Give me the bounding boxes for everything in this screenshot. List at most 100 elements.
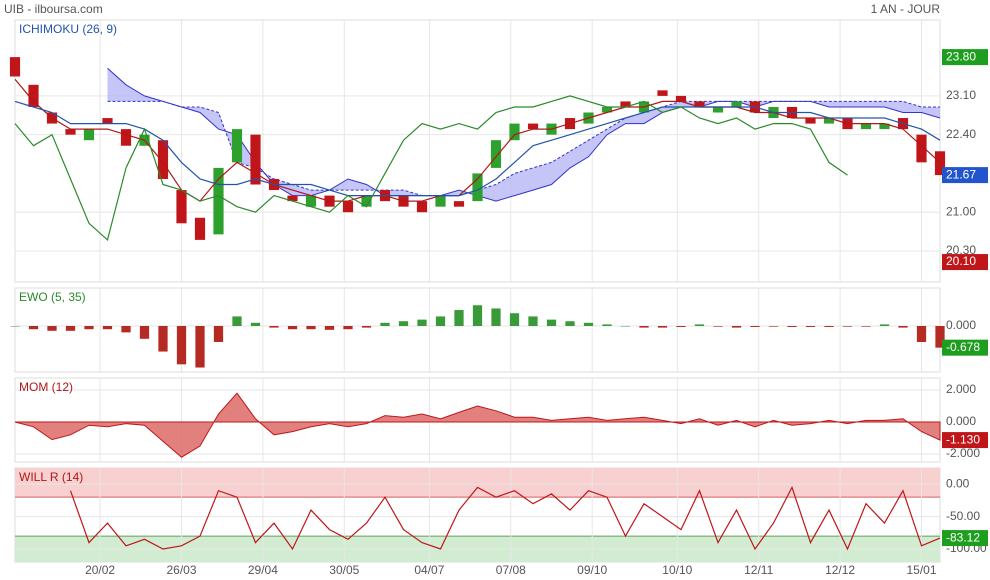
candle-body: [9, 57, 21, 77]
bar: [491, 308, 501, 327]
candle-body: [916, 134, 927, 163]
bar: [731, 326, 742, 328]
bar: [232, 316, 242, 327]
bar: [546, 319, 557, 327]
candle-body: [823, 118, 835, 124]
panel-frame: [14, 287, 941, 373]
bar: [417, 319, 427, 327]
bar: [65, 326, 76, 331]
value-badge-label: 21.67: [946, 167, 976, 181]
panel: 0.000 EWO (5, 35) -0.678: [10, 287, 988, 373]
value-badge-label: 23.80: [946, 49, 976, 63]
y-tick-label: 0.000: [946, 414, 976, 428]
y-tick-label: 2.000: [946, 382, 976, 396]
y-tick-label: 23.10: [946, 88, 976, 102]
value-badge-label: -0.678: [946, 340, 980, 354]
bar: [916, 326, 927, 342]
candle-body: [527, 123, 539, 130]
bar: [935, 326, 945, 348]
panel-frame: [14, 19, 941, 283]
bar: [583, 322, 594, 327]
candle-body: [934, 151, 946, 176]
bar: [602, 324, 612, 327]
bar: [454, 310, 464, 327]
candle-body: [157, 140, 169, 179]
candle-body: [28, 84, 39, 107]
bar: [713, 326, 723, 327]
candle-body: [879, 123, 890, 130]
cloud-edge: [107, 100, 940, 197]
bar: [879, 324, 890, 327]
bar: [824, 326, 834, 327]
y-tick-label: 22.40: [946, 127, 976, 141]
bar: [306, 326, 316, 330]
panel-title: WILL R (14): [19, 470, 83, 484]
bar: [898, 326, 908, 328]
bar: [787, 326, 797, 327]
bar: [565, 321, 575, 327]
candle-body: [250, 134, 261, 185]
value-badge: [942, 339, 988, 356]
candle-body: [805, 118, 816, 124]
panel-title: EWO (5, 35): [19, 290, 86, 304]
candle-body: [620, 101, 631, 107]
x-tick-label: 12/11: [744, 563, 773, 577]
x-tick-label: 30/05: [329, 563, 359, 577]
bar: [195, 326, 205, 368]
bar: [287, 326, 298, 330]
line: [69, 485, 941, 551]
ichimoku-cloud: [107, 68, 940, 202]
x-tick-label: 26/03: [166, 563, 196, 577]
value-badge: [942, 49, 988, 66]
candle-body: [675, 95, 687, 102]
bar: [121, 326, 131, 333]
x-tick-label: 07/08: [496, 563, 526, 577]
bar: [861, 326, 871, 327]
candle-body: [601, 106, 613, 113]
bar: [472, 305, 483, 327]
bar: [528, 316, 538, 327]
candle-body: [120, 129, 132, 146]
y-tick-label: 20.30: [946, 243, 976, 257]
bar: [10, 326, 20, 327]
y-tick-label: 0.000: [946, 318, 976, 332]
panel-title: MOM (12): [19, 380, 73, 394]
x-tick-label: 15/01: [906, 563, 936, 577]
bar: [102, 326, 113, 330]
bar: [509, 313, 520, 327]
bar: [435, 316, 446, 327]
candle-body: [231, 129, 243, 163]
bar: [398, 321, 409, 327]
overbought-zone: [15, 468, 940, 498]
bar: [620, 326, 631, 327]
candle-body: [490, 140, 502, 168]
bar: [139, 326, 150, 339]
candle-body: [860, 123, 872, 130]
candle-body: [694, 101, 705, 107]
bar: [361, 326, 372, 328]
x-tick-label: 09/10: [577, 563, 607, 577]
candle-body: [194, 217, 206, 240]
panel: 23.10 22.40 21.00 20.30 ICHIMOKU (26, 9) 23.8…: [9, 19, 988, 283]
x-tick-label: 04/07: [414, 563, 444, 577]
bar: [176, 326, 187, 365]
candle-body: [657, 90, 668, 96]
bar: [842, 326, 853, 327]
bar: [269, 326, 279, 328]
bar: [324, 326, 335, 330]
candle-body: [213, 167, 224, 235]
indicator-line: [14, 100, 941, 197]
value-badge-label: 20.10: [946, 254, 976, 268]
area: [14, 392, 941, 458]
candle-body: [509, 123, 520, 141]
candle-body: [712, 106, 724, 113]
panel-title: ICHIMOKU (26, 9): [19, 22, 117, 36]
x-tick-label: 29/04: [248, 563, 278, 577]
bar: [343, 326, 353, 330]
bar: [768, 326, 779, 327]
bar: [47, 326, 57, 331]
bar: [84, 326, 94, 330]
